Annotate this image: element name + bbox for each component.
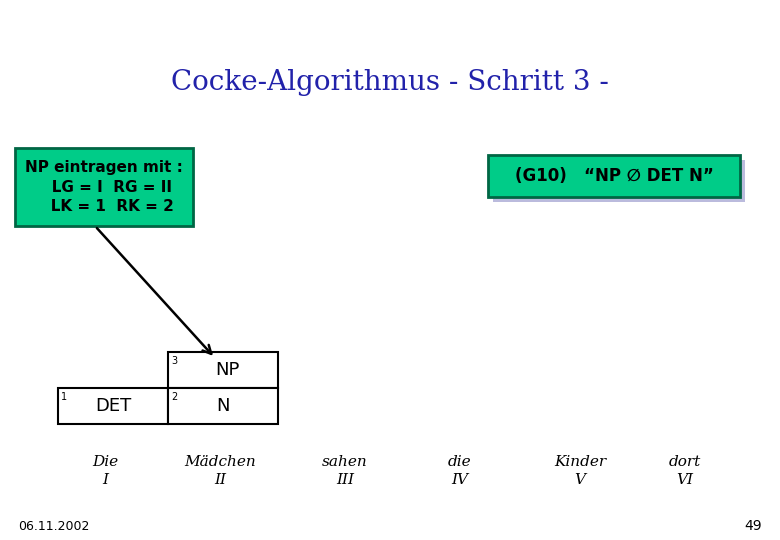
FancyBboxPatch shape	[493, 160, 745, 202]
Text: dort: dort	[669, 455, 701, 469]
Text: III: III	[336, 473, 354, 487]
Text: NP: NP	[215, 361, 239, 379]
Text: 49: 49	[744, 519, 762, 533]
Text: I: I	[102, 473, 108, 487]
Text: 2: 2	[171, 392, 177, 402]
FancyBboxPatch shape	[58, 388, 168, 424]
FancyBboxPatch shape	[15, 148, 193, 226]
Text: 3: 3	[171, 356, 177, 366]
Text: sahen: sahen	[322, 455, 368, 469]
Text: DET: DET	[95, 397, 131, 415]
Text: N: N	[216, 397, 230, 415]
Text: (G10)   “NP ∅ DET N”: (G10) “NP ∅ DET N”	[515, 167, 714, 185]
Text: 06.11.2002: 06.11.2002	[18, 520, 90, 533]
FancyBboxPatch shape	[168, 388, 278, 424]
Text: Die: Die	[92, 455, 118, 469]
Text: V: V	[575, 473, 586, 487]
Text: 1: 1	[61, 392, 67, 402]
Text: Kinder: Kinder	[554, 455, 606, 469]
Text: II: II	[214, 473, 226, 487]
FancyBboxPatch shape	[488, 155, 740, 197]
Text: VI: VI	[676, 473, 693, 487]
FancyBboxPatch shape	[168, 352, 278, 388]
Text: Mädchen: Mädchen	[184, 455, 256, 469]
Text: die: die	[448, 455, 472, 469]
Text: Cocke-Algorithmus - Schritt 3 -: Cocke-Algorithmus - Schritt 3 -	[171, 69, 609, 96]
Text: NP eintragen mit :
   LG = I  RG = II
   LK = 1  RK = 2: NP eintragen mit : LG = I RG = II LK = 1…	[25, 160, 183, 214]
Text: IV: IV	[452, 473, 469, 487]
